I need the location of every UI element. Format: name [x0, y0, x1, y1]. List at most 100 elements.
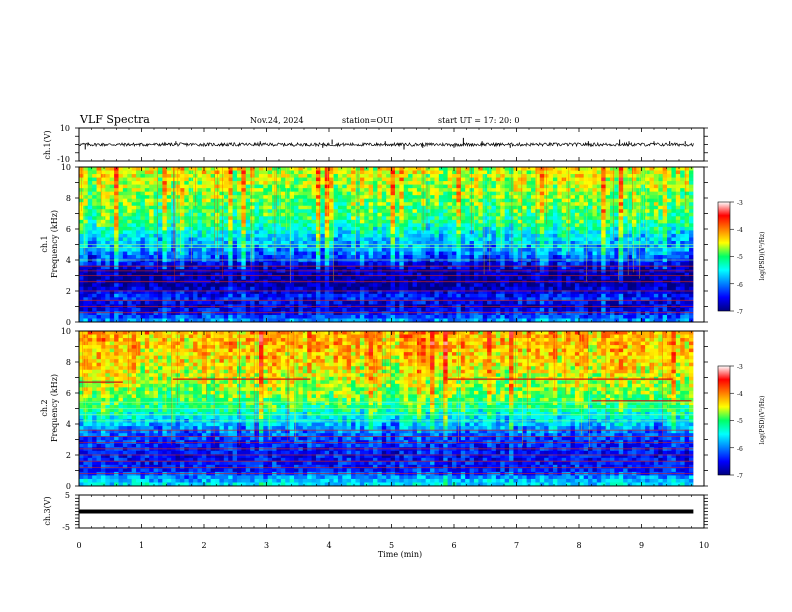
spectrogram-cell — [359, 212, 365, 217]
spectrogram-cell — [671, 276, 677, 281]
spectrogram-cell — [373, 286, 378, 291]
spectrogram-cell — [588, 198, 593, 203]
spectrogram-cell — [302, 205, 308, 210]
spectrogram-cell — [149, 237, 154, 242]
spectrogram-cell — [92, 195, 97, 200]
spectrogram-cell — [408, 233, 413, 238]
spectrogram-cell — [201, 216, 207, 221]
spectrogram-cell — [478, 177, 484, 182]
spectrogram-cell — [588, 195, 593, 200]
spectrogram-cell — [245, 226, 251, 231]
spectrogram-cell — [667, 244, 672, 249]
spectrogram-cell — [517, 219, 523, 224]
spectrogram-cell — [223, 237, 229, 242]
spectrogram-cell — [596, 174, 602, 178]
spectrogram-cell — [456, 258, 462, 263]
spectrogram-cell — [92, 244, 97, 249]
spectrogram-cell — [307, 216, 312, 221]
spectrogram-cell — [83, 223, 89, 228]
spectrogram-cell — [570, 177, 576, 182]
spectrogram-cell — [136, 262, 141, 267]
spectrogram-cell — [610, 251, 615, 256]
spectrogram-cell — [302, 240, 308, 245]
spectrogram-cell — [140, 205, 146, 210]
spectrogram-cell — [337, 248, 343, 252]
spectrogram-cell — [201, 195, 207, 200]
spectrogram-cell — [452, 226, 457, 231]
spectrogram-cell — [522, 198, 528, 203]
spectrogram-cell — [280, 216, 286, 221]
spectrogram-cell — [105, 202, 111, 207]
spectrogram-cell — [263, 188, 269, 193]
spectrogram-cell — [201, 181, 207, 186]
spectrogram-cell — [166, 191, 172, 196]
spectrogram-cell — [438, 177, 444, 182]
spectrogram-cell — [473, 188, 479, 193]
spectrogram-cell — [412, 276, 418, 281]
spectrogram-cell — [197, 237, 203, 242]
spectrogram-cell — [381, 170, 387, 175]
spectrogram-cell — [403, 244, 409, 249]
spectrogram-cell — [320, 181, 326, 186]
spectrogram-cell — [522, 226, 528, 231]
spectrogram-cell — [671, 237, 677, 242]
spectrogram-cell — [636, 198, 642, 203]
spectrogram-cell — [517, 170, 523, 175]
spectrogram-cell — [443, 262, 449, 267]
spectrogram-cell — [179, 276, 185, 281]
spectrogram-cell — [403, 188, 409, 193]
spectrogram-cell — [386, 202, 391, 207]
spectrogram-cell — [201, 244, 207, 249]
spectrogram-cell — [307, 174, 312, 178]
spectrogram-cell — [228, 286, 233, 291]
spectrogram-cell — [241, 237, 247, 242]
spectrogram-cell — [583, 191, 589, 196]
spectrogram-cell — [662, 174, 668, 178]
spectrogram-cell — [491, 258, 497, 263]
spectrogram-cell — [127, 237, 133, 242]
spectrogram-cell — [184, 181, 190, 186]
spectrogram-cell — [596, 230, 602, 235]
spectrogram-cell — [539, 223, 545, 228]
spectrogram-cell — [399, 265, 405, 270]
spectrogram-cell — [509, 265, 514, 270]
spectrogram-cell — [153, 233, 159, 238]
spectrogram-cell — [149, 195, 154, 200]
spectrogram-cell — [504, 230, 510, 235]
spectrogram-cell — [250, 212, 255, 217]
spectrogram-cell — [162, 251, 168, 256]
spectrogram-cell — [258, 226, 264, 231]
spectrogram-cell — [272, 174, 277, 178]
spectrogram-cell — [241, 184, 247, 189]
spectrogram-cell — [535, 219, 541, 224]
spectrogram-cell — [201, 209, 207, 214]
spectrogram-cell — [421, 233, 427, 238]
spectrogram-cell — [219, 205, 225, 210]
spectrogram-cell — [588, 248, 593, 252]
spectrogram-cell — [136, 283, 141, 288]
spectrogram-cell — [583, 174, 589, 178]
spectrogram-cell — [162, 223, 168, 228]
spectrogram-cell — [144, 286, 150, 291]
spectrogram-cell — [399, 255, 405, 259]
spectrogram-cell — [79, 198, 84, 203]
spectrogram-cell — [658, 205, 664, 210]
spectrogram-cell — [206, 212, 212, 217]
spectrogram-cell — [166, 167, 172, 171]
spectrogram-cell — [254, 233, 260, 238]
spectrogram-cell — [456, 174, 462, 178]
spectrogram-cell — [241, 230, 247, 235]
spectrogram-cell — [623, 170, 628, 175]
spectrogram-cell — [386, 265, 391, 270]
spectrogram-cell — [614, 248, 620, 252]
spectrogram-cell — [241, 177, 247, 182]
spectrogram-cell — [596, 191, 602, 196]
spectrogram-cell — [131, 202, 137, 207]
spectrogram-cell — [631, 212, 637, 217]
spectrogram-cell — [232, 184, 238, 189]
spectrogram-cell — [500, 216, 506, 221]
spectrogram-cell — [79, 248, 84, 252]
spectrogram-cell — [285, 255, 291, 259]
spectrogram-cell — [684, 258, 690, 263]
spectrogram-cell — [473, 170, 479, 175]
